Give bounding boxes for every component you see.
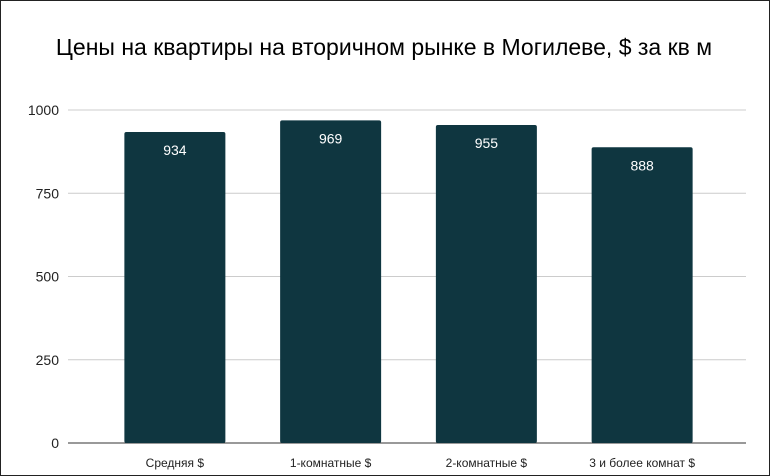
x-tick-label: 1-комнатные $ [290,456,372,470]
y-tick-label: 750 [36,185,60,201]
data-label: 888 [630,157,654,173]
data-label: 969 [319,130,343,146]
y-tick-label: 1000 [28,102,59,118]
chart-title: Цены на квартиры на вторичном рынке в Мо… [56,34,712,60]
bar [591,147,693,443]
y-tick-label: 250 [36,352,60,368]
bar [124,131,226,443]
x-tick-label: Средняя $ [146,456,205,470]
bar [280,120,382,443]
x-tick-label: 3 и более комнат $ [589,456,695,470]
bar [435,124,537,444]
data-label: 955 [475,135,499,151]
x-tick-label: 2-комнатные $ [446,456,528,470]
y-tick-label: 500 [36,269,60,285]
y-tick-label: 0 [51,435,59,451]
data-label: 934 [163,142,187,158]
